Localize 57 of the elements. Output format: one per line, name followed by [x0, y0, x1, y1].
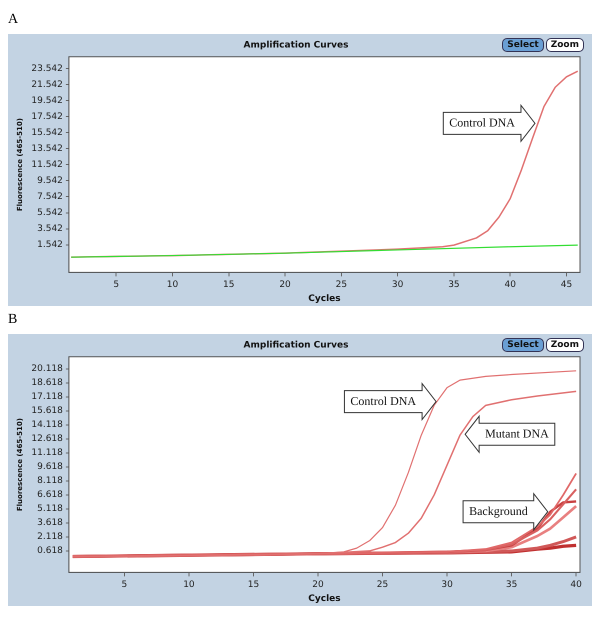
- y-tick-label: 19.542: [31, 96, 63, 106]
- x-axis-title: Cycles: [308, 594, 341, 604]
- y-tick-label: 15.618: [31, 406, 64, 416]
- y-tick-label: 3.542: [37, 224, 63, 234]
- y-tick-label: 5.118: [37, 504, 64, 514]
- text: Zoom: [546, 38, 584, 52]
- x-tick-label: 35: [448, 280, 460, 290]
- y-tick-label: 13.542: [31, 144, 63, 154]
- y-tick-label: 11.542: [31, 160, 63, 170]
- y-tick-label: 7.542: [37, 192, 63, 202]
- y-tick-label: 1.542: [37, 240, 63, 250]
- y-tick-label: 17.542: [31, 112, 63, 122]
- x-tick-label: 30: [441, 580, 454, 590]
- y-tick-label: 9.542: [37, 176, 63, 186]
- x-tick-label: 30: [392, 280, 404, 290]
- y-tick-label: 23.542: [31, 64, 63, 74]
- text: B: [8, 312, 18, 329]
- y-tick-label: 6.618: [37, 490, 64, 500]
- x-tick-label: 25: [336, 280, 348, 290]
- x-axis-title: Cycles: [308, 294, 341, 304]
- x-tick-label: 20: [279, 280, 292, 290]
- y-tick-label: 8.118: [37, 476, 64, 486]
- y-tick-label: 5.542: [37, 208, 63, 218]
- x-tick-label: 10: [166, 280, 178, 290]
- y-tick-label: 3.618: [37, 518, 64, 528]
- chart-title: Amplification Curves: [244, 340, 348, 351]
- x-tick-label: 5: [122, 580, 128, 590]
- y-tick-label: 14.118: [31, 420, 64, 430]
- x-tick-label: 40: [504, 280, 516, 290]
- y-tick-label: 15.542: [31, 128, 63, 138]
- annotation: Control DNA: [350, 394, 416, 408]
- y-tick-label: 2.118: [37, 532, 64, 542]
- x-tick-label: 10: [183, 580, 195, 590]
- x-tick-label: 15: [223, 280, 234, 290]
- x-tick-label: 15: [248, 580, 260, 590]
- x-tick-label: 20: [312, 580, 324, 590]
- y-tick-label: 12.618: [31, 434, 64, 444]
- x-tick-label: 5: [113, 280, 120, 290]
- y-tick-label: 9.618: [37, 462, 64, 472]
- y-tick-label: 21.542: [31, 80, 63, 90]
- x-tick-label: 35: [506, 580, 518, 590]
- text: Select: [502, 38, 544, 52]
- y-tick-label: 0.618: [37, 546, 64, 556]
- x-tick-label: 40: [570, 580, 582, 590]
- chart-title: Amplification Curves: [244, 40, 348, 51]
- x-tick-label: 25: [376, 580, 388, 590]
- text: Select: [502, 338, 544, 352]
- y-tick-label: 20.118: [31, 364, 64, 374]
- text: Zoom: [546, 338, 584, 352]
- annotation: Background: [469, 504, 528, 518]
- y-tick-label: 18.618: [31, 378, 64, 388]
- y-tick-label: 17.118: [31, 392, 64, 402]
- x-tick-label: 45: [560, 280, 572, 290]
- text: A: [8, 12, 20, 29]
- annotation: Control DNA: [449, 115, 516, 130]
- y-tick-label: 11.118: [31, 448, 64, 458]
- annotation: Mutant DNA: [485, 426, 550, 440]
